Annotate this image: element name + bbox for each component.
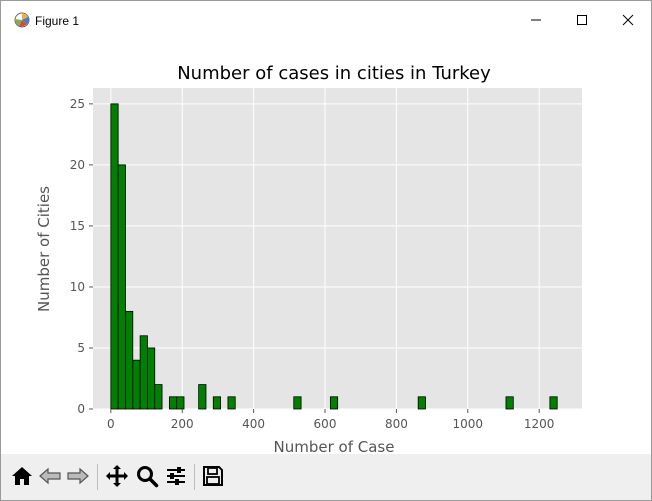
home-button[interactable]: [9, 463, 35, 489]
close-icon: [622, 14, 634, 26]
home-icon: [12, 467, 32, 485]
y-tick-label: 0: [77, 402, 85, 416]
x-axis-ticks: 0 200 400 600 800 1000 1200: [107, 409, 554, 431]
x-tick-label: 800: [385, 417, 408, 431]
figure-canvas[interactable]: 0 200 400 600 800 1000 1200 0 5 10 15 20 25 Number …: [1, 39, 651, 456]
histogram-bar: [417, 396, 426, 410]
x-tick-label: 200: [171, 417, 194, 431]
x-tick-label: 1200: [524, 417, 555, 431]
histogram-bar: [154, 384, 163, 410]
plot-background: [93, 88, 582, 409]
histogram-bar: [125, 310, 134, 410]
histogram-bar: [293, 396, 302, 410]
maximize-button[interactable]: [559, 1, 605, 39]
x-tick-label: 0: [107, 417, 115, 431]
title-bar[interactable]: Figure 1: [1, 1, 651, 39]
y-axis-ticks: 0 5 10 15 20 25: [70, 97, 93, 416]
histogram-bar: [147, 347, 156, 410]
window-title: Figure 1: [35, 14, 80, 28]
maximize-icon: [577, 15, 587, 25]
back-button[interactable]: [37, 463, 63, 489]
y-tick-label: 5: [77, 341, 85, 355]
zoom-button[interactable]: [134, 463, 160, 489]
minimize-icon: [531, 19, 541, 21]
forward-button[interactable]: [65, 463, 91, 489]
histogram-bar: [505, 396, 514, 410]
configure-subplots-icon: [167, 467, 185, 485]
close-button[interactable]: [605, 1, 651, 39]
pan-button[interactable]: [104, 463, 130, 489]
x-tick-label: 400: [242, 417, 265, 431]
matplotlib-app-icon: [13, 11, 31, 29]
histogram-bar: [176, 396, 185, 410]
histogram-bars: [110, 103, 558, 410]
histogram-bar: [329, 396, 339, 410]
histogram-bar: [139, 335, 148, 410]
histogram-bar: [117, 164, 126, 410]
histogram-chart: 0 200 400 600 800 1000 1200 0 5 10 15 20 25 Number …: [35, 63, 582, 456]
y-axis-label: Number of Cities: [35, 186, 53, 312]
y-tick-label: 10: [70, 280, 85, 294]
y-tick-label: 15: [70, 219, 85, 233]
chart-title: Number of cases in cities in Turkey: [177, 63, 491, 84]
histogram-bar: [212, 396, 222, 410]
histogram-bar: [110, 103, 119, 410]
pan-move-icon: [106, 465, 128, 487]
histogram-bar: [168, 396, 178, 410]
y-tick-label: 25: [70, 97, 85, 111]
histogram-bar: [132, 359, 141, 410]
minimize-button[interactable]: [513, 1, 559, 39]
toolbar-separator: [194, 464, 195, 490]
histogram-bar: [549, 396, 558, 410]
toolbar-separator: [97, 464, 98, 490]
histogram-bar: [227, 396, 236, 410]
x-axis-label: Number of Case: [274, 438, 395, 454]
save-button[interactable]: [200, 463, 226, 489]
navigation-toolbar: [1, 454, 651, 500]
save-floppy-icon: [203, 466, 223, 486]
back-arrow-icon: [39, 467, 61, 485]
histogram-bar: [198, 384, 207, 410]
configure-subplots-button[interactable]: [163, 463, 189, 489]
x-tick-label: 1000: [453, 417, 484, 431]
y-tick-label: 20: [70, 158, 85, 172]
zoom-magnifier-icon: [137, 466, 159, 488]
x-tick-label: 600: [314, 417, 337, 431]
forward-arrow-icon: [67, 467, 89, 485]
